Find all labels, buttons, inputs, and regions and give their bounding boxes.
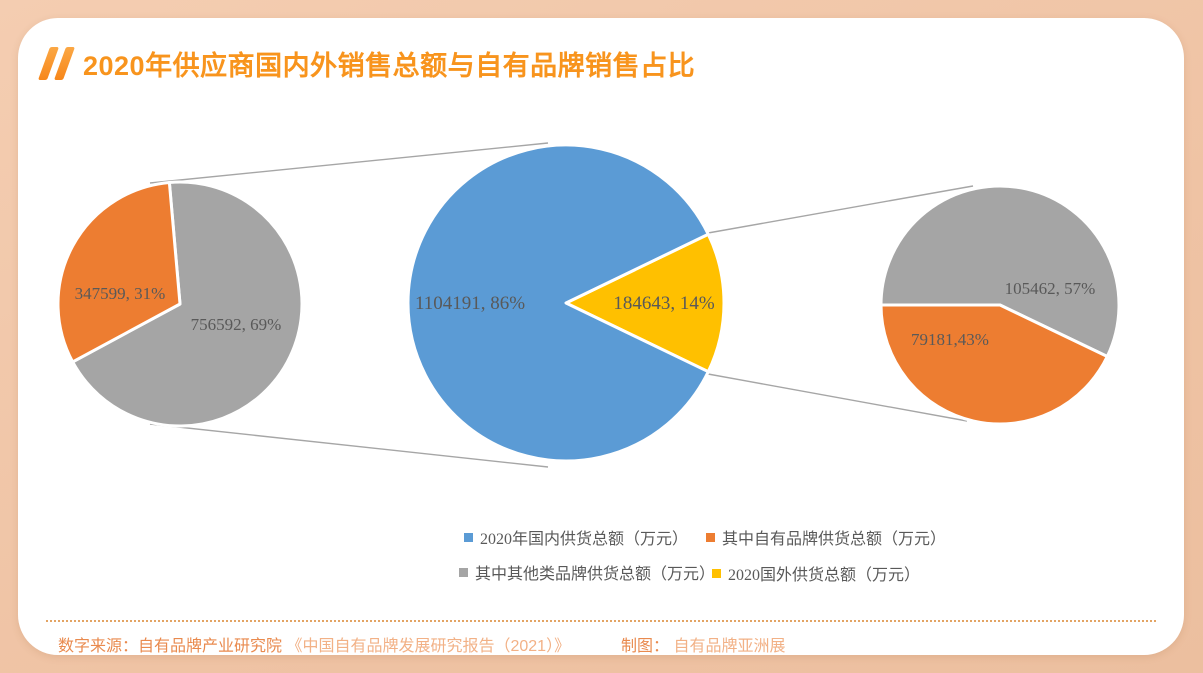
footer-credit-value: 自有品牌亚洲展 (673, 638, 786, 655)
footer-source: 数字来源：自有品牌产业研究院 (58, 638, 283, 655)
pie-data-label: 756592, 69% (190, 315, 282, 334)
page-header: 2020年供应商国内外销售总额与自有品牌销售占比 (37, 44, 696, 83)
footer-report: 《中国自有品牌发展研究报告（2021）》 (286, 638, 571, 655)
legend-swatch-icon (464, 532, 473, 542)
legend-swatch-icon (712, 568, 721, 578)
double-slash-icon (37, 47, 76, 80)
legend-swatch-icon (459, 567, 468, 577)
pie-data-label: 1104191, 86% (414, 293, 526, 314)
legend-label: 其中其他类品牌供货总额（万元） (475, 566, 716, 583)
footer-credit-label: 制图： (620, 638, 669, 655)
legend-item: 其中自有品牌供货总额（万元） (706, 527, 947, 548)
pie-data-label: 79181,43% (911, 330, 989, 349)
legend-item: 其中其他类品牌供货总额（万元） (459, 562, 716, 583)
footer-divider (46, 620, 1156, 622)
pie-data-label: 105462, 57% (1004, 279, 1096, 298)
pie-data-label: 347599, 31% (74, 284, 166, 303)
footer: 数字来源：自有品牌产业研究院 《中国自有品牌发展研究报告（2021）》 制图： … (58, 632, 785, 656)
pie-data-label: 184643, 14% (613, 293, 715, 314)
legend-item: 2020国外供货总额（万元） (712, 563, 921, 584)
legend-label: 2020国外供货总额（万元） (728, 567, 921, 584)
legend-swatch-icon (706, 532, 715, 542)
legend-label: 2020年国内供货总额（万元） (480, 531, 689, 548)
legend-item: 2020年国内供货总额（万元） (464, 527, 689, 548)
legend-label: 其中自有品牌供货总额（万元） (722, 531, 947, 548)
page-title: 2020年供应商国内外销售总额与自有品牌销售占比 (83, 51, 696, 81)
